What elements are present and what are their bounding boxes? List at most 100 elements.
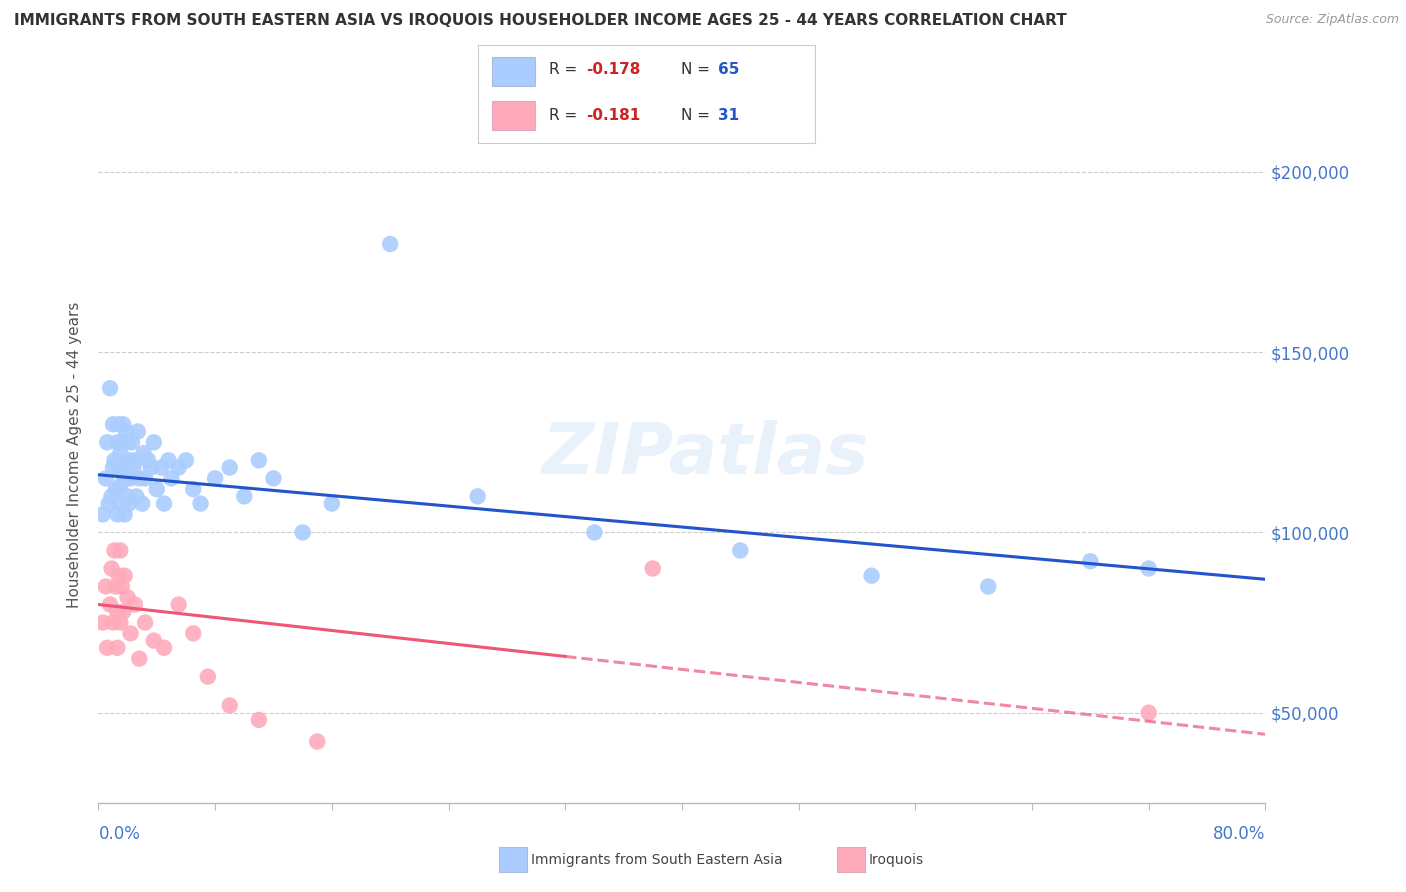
Point [104, 580, 127, 594]
Point [860, 568, 883, 582]
FancyBboxPatch shape [492, 57, 536, 87]
Point [112, 605, 135, 619]
Text: -0.181: -0.181 [586, 108, 640, 123]
Point [91, 508, 114, 522]
Point [321, 497, 343, 511]
Point [153, 497, 176, 511]
Point [307, 734, 329, 748]
Point [150, 460, 173, 475]
Point [104, 482, 127, 496]
Point [977, 580, 1000, 594]
Point [167, 460, 190, 475]
Point [105, 435, 128, 450]
Text: N =: N = [681, 108, 714, 123]
Point [378, 237, 402, 252]
Point [114, 508, 136, 522]
Point [124, 453, 146, 467]
Point [134, 471, 156, 485]
Point [247, 453, 270, 467]
Point [218, 698, 240, 713]
Y-axis label: Householder Income Ages 25 - 44 years: Householder Income Ages 25 - 44 years [67, 301, 83, 608]
Point [181, 626, 204, 640]
Point [247, 713, 270, 727]
Point [97, 497, 120, 511]
Point [112, 417, 135, 432]
Point [98, 598, 121, 612]
Point [1137, 706, 1160, 720]
Point [110, 615, 132, 630]
Point [467, 489, 489, 503]
Point [114, 568, 136, 582]
Point [108, 417, 131, 432]
Point [132, 446, 155, 460]
Point [142, 633, 165, 648]
Text: ZIPatlas: ZIPatlas [541, 420, 869, 490]
Point [641, 561, 664, 575]
Text: 0.0%: 0.0% [98, 825, 141, 843]
Text: Iroquois: Iroquois [869, 853, 924, 867]
Text: Source: ZipAtlas.com: Source: ZipAtlas.com [1265, 13, 1399, 27]
Point [125, 489, 148, 503]
Point [105, 640, 128, 655]
Point [131, 497, 153, 511]
Point [108, 568, 131, 582]
Point [728, 543, 751, 558]
Text: 65: 65 [717, 62, 740, 77]
Point [142, 435, 165, 450]
Point [291, 525, 314, 540]
Point [233, 489, 256, 503]
Point [94, 580, 117, 594]
Point [127, 425, 149, 439]
Point [111, 497, 134, 511]
Point [115, 425, 138, 439]
Point [128, 651, 150, 665]
Point [100, 561, 122, 575]
Text: 31: 31 [717, 108, 738, 123]
Point [121, 435, 143, 450]
Point [98, 381, 121, 395]
Point [122, 460, 145, 475]
Point [117, 489, 139, 503]
Point [174, 453, 197, 467]
Point [167, 598, 190, 612]
Point [136, 453, 159, 467]
Point [101, 460, 124, 475]
Point [101, 417, 124, 432]
Point [117, 591, 139, 605]
Point [583, 525, 606, 540]
Point [105, 605, 128, 619]
Point [96, 435, 118, 450]
Point [118, 453, 141, 467]
Point [103, 453, 125, 467]
Point [110, 478, 132, 492]
Point [103, 543, 125, 558]
Point [100, 489, 122, 503]
Point [110, 446, 132, 460]
Point [108, 460, 131, 475]
Text: -0.178: -0.178 [586, 62, 640, 77]
Point [114, 471, 136, 485]
Point [153, 640, 176, 655]
Point [146, 482, 169, 496]
Point [160, 471, 183, 485]
Point [262, 471, 284, 485]
Point [190, 497, 212, 511]
Point [117, 435, 139, 450]
Point [111, 435, 134, 450]
Point [96, 640, 118, 655]
Text: Immigrants from South Eastern Asia: Immigrants from South Eastern Asia [531, 853, 783, 867]
Point [120, 471, 142, 485]
Point [1080, 554, 1102, 568]
Point [91, 615, 114, 630]
Point [218, 460, 240, 475]
Text: R =: R = [548, 108, 582, 123]
Point [115, 460, 138, 475]
Point [157, 453, 180, 467]
Text: N =: N = [681, 62, 714, 77]
Point [1137, 561, 1160, 575]
Text: IMMIGRANTS FROM SOUTH EASTERN ASIA VS IROQUOIS HOUSEHOLDER INCOME AGES 25 - 44 Y: IMMIGRANTS FROM SOUTH EASTERN ASIA VS IR… [14, 13, 1067, 29]
Point [139, 460, 162, 475]
Text: R =: R = [548, 62, 582, 77]
Point [110, 543, 132, 558]
Text: 80.0%: 80.0% [1213, 825, 1265, 843]
